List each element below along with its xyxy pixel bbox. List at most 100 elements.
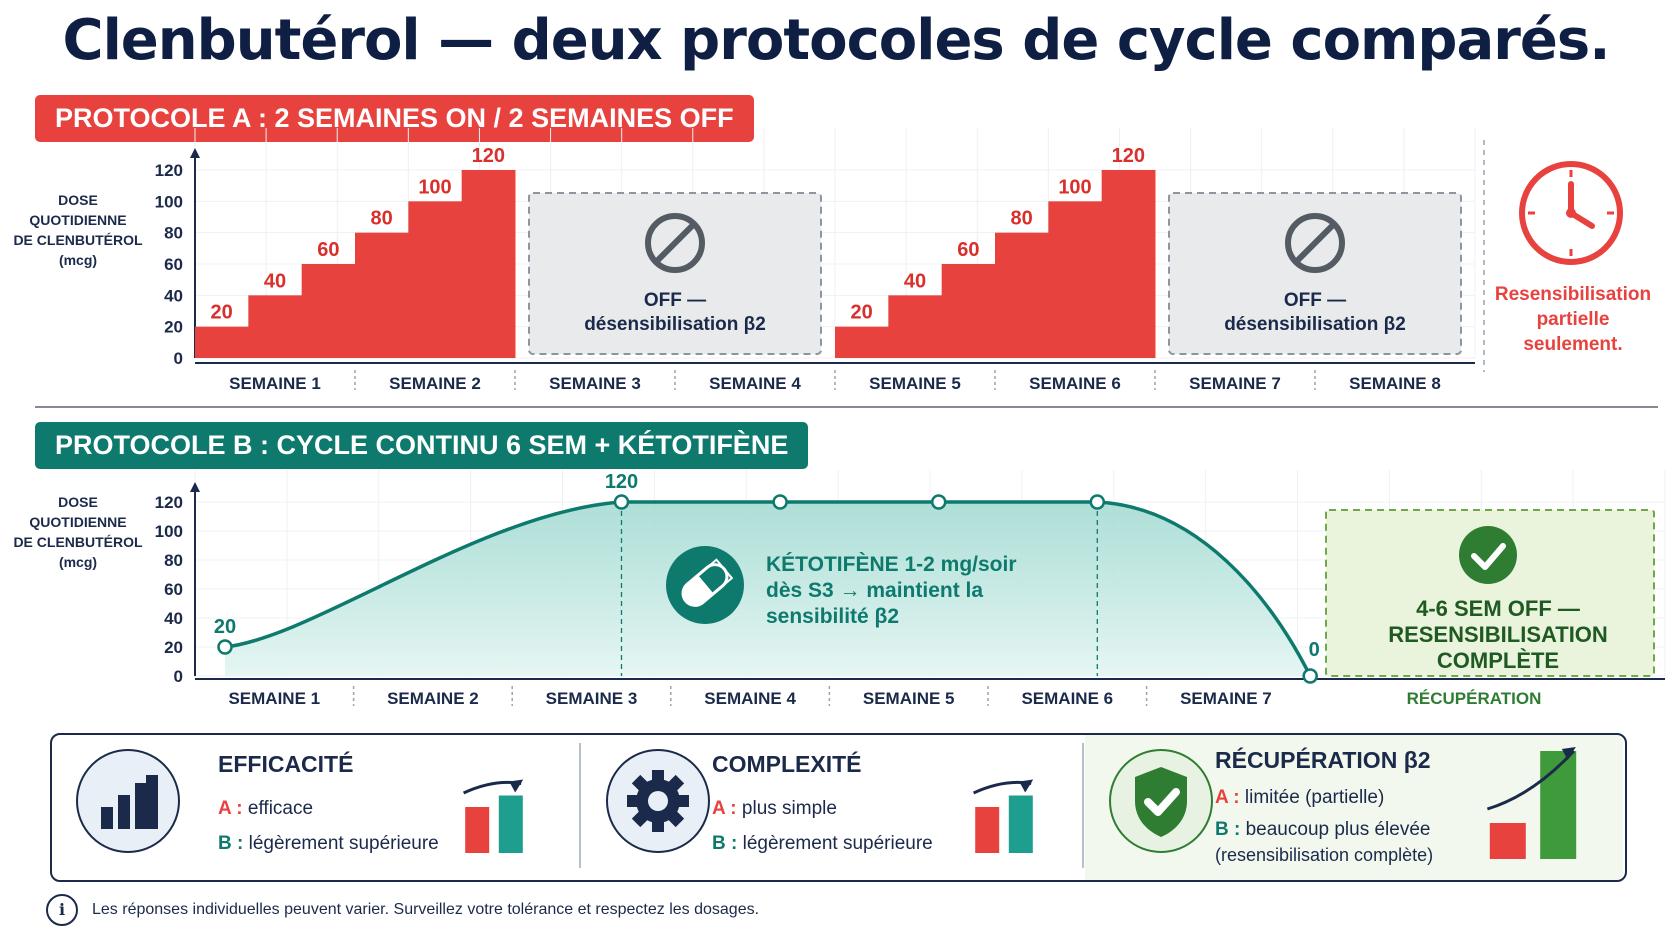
off-label: désensibilisation β2 — [584, 314, 766, 335]
dose-point — [772, 494, 788, 510]
x-tick-label: SEMAINE 5 — [869, 374, 961, 393]
dose-step — [355, 232, 409, 358]
dose-step — [995, 232, 1049, 358]
x-tick-label: SEMAINE 1 — [228, 689, 320, 708]
y-tick-label: 20 — [164, 318, 183, 337]
x-tick-label: SEMAINE 7 — [1180, 689, 1272, 708]
dose-label: 0 — [1309, 639, 1320, 661]
y-tick-label: 60 — [164, 580, 183, 599]
dose-label: 120 — [1112, 145, 1145, 167]
y-tick-label: 20 — [164, 638, 183, 657]
comparison-mini-chart — [1486, 747, 1577, 859]
divider — [579, 743, 581, 868]
y-tick-label: 120 — [155, 493, 183, 512]
prohibited-icon — [645, 213, 705, 273]
x-tick-label: SEMAINE 4 — [709, 374, 801, 393]
y-tick-label: 40 — [164, 286, 183, 305]
y-tick-label: 40 — [164, 609, 183, 628]
dose-label: 80 — [1011, 208, 1033, 230]
prohibited-icon — [1285, 213, 1345, 273]
dose-label: 100 — [1058, 176, 1091, 198]
x-tick-label: SEMAINE 6 — [1021, 689, 1113, 708]
x-tick-label: SEMAINE 2 — [389, 374, 481, 393]
trend-arrow-head — [1019, 779, 1034, 793]
dose-step — [941, 264, 996, 358]
resensitization-note: Resensibilisation partielle seulement. — [1494, 284, 1652, 355]
dose-step — [408, 201, 463, 358]
compare-bar-a — [1489, 823, 1526, 859]
footnote: i Les réponses individuelles peuvent vari… — [46, 894, 759, 926]
y-tick-label: 80 — [164, 551, 183, 570]
dose-label: 80 — [371, 208, 393, 230]
dose-step — [195, 326, 249, 358]
dose-area — [225, 502, 1311, 676]
dose-step — [248, 295, 303, 358]
recovery-note: RESENSIBILISATION — [1388, 622, 1608, 647]
x-tick-label: SEMAINE 6 — [1029, 374, 1121, 393]
dose-point — [930, 494, 947, 510]
summary-title: RÉCUPÉRATION β2 — [1215, 747, 1431, 773]
divider — [1082, 743, 1084, 868]
clock-icon — [1519, 161, 1623, 265]
compare-bar-b — [498, 795, 523, 853]
comparison-mini-chart — [972, 779, 1034, 853]
protocol-a-ylabel: DOSE QUOTIDIENNE DE CLENBUTÉROL (mcg) — [13, 192, 143, 268]
recovery-note: COMPLÈTE — [1437, 648, 1559, 673]
ketotifen-note: dès S3 → maintient la — [766, 579, 983, 602]
y-axis-arrow — [190, 148, 200, 158]
summary-title: COMPLEXITÉ — [712, 751, 862, 777]
y-tick-label: 0 — [174, 667, 183, 686]
dose-point — [1089, 494, 1106, 510]
y-tick-label: 120 — [155, 161, 183, 180]
dose-label: 20 — [211, 302, 233, 324]
protocol-a-banner: PROTOCOLE A : 2 SEMAINES ON / 2 SEMAINES… — [35, 95, 754, 142]
dose-step — [835, 326, 889, 358]
summary-complexite: COMPLEXITÉ A : plus simple B : légèremen… — [582, 735, 1082, 880]
dose-point — [613, 494, 630, 510]
dose-label: 40 — [904, 270, 926, 292]
dose-label: 20 — [851, 302, 873, 324]
dose-step — [461, 170, 516, 358]
recovery-box — [1325, 509, 1655, 677]
x-tick-label: SEMAINE 2 — [387, 689, 479, 708]
compare-bar-a — [975, 807, 1000, 853]
shield-check-icon — [1109, 749, 1213, 853]
compare-bar-b — [1008, 795, 1033, 853]
pill-icon — [666, 546, 744, 624]
dose-label: 120 — [472, 145, 505, 167]
y-tick-label: 60 — [164, 255, 183, 274]
y-tick-label: 0 — [174, 349, 183, 368]
check-circle-icon — [1459, 526, 1517, 584]
dose-point — [217, 639, 233, 655]
compare-bar-b — [1540, 751, 1577, 859]
dose-label: 100 — [418, 176, 451, 198]
comparison-mini-chart — [462, 779, 524, 853]
trend-arrow-head — [1561, 747, 1576, 760]
trend-arrow — [1486, 749, 1575, 811]
dose-label: 60 — [957, 239, 979, 261]
info-icon: i — [46, 894, 78, 926]
off-label: OFF — — [1284, 290, 1346, 311]
dose-point — [1302, 668, 1318, 684]
off-label: OFF — — [644, 290, 706, 311]
bar-chart-icon — [76, 749, 180, 853]
gear-icon — [606, 749, 710, 853]
trend-arrow-head — [509, 779, 524, 793]
summary-title: EFFICACITÉ — [218, 751, 354, 777]
summary-recuperation: RÉCUPÉRATION β2 A : limitée (partielle) … — [1085, 735, 1623, 880]
dose-label: 40 — [264, 270, 286, 292]
dose-step — [1101, 170, 1156, 358]
protocol-b-ylabel: DOSE QUOTIDIENNE DE CLENBUTÉROL (mcg) — [13, 494, 143, 570]
ketotifen-note: KÉTOTIFÈNE 1-2 mg/soir — [766, 553, 1017, 576]
charts-svg: 0 20 40 60 80 100 120 SEMAINE 1 SEMAINE 2 SEMAINE… — [35, 128, 1666, 708]
recovery-note: 4-6 SEM OFF — — [1416, 596, 1580, 621]
y-tick-label: 100 — [155, 192, 183, 211]
summary-efficacite: EFFICACITÉ A : efficace B : légèrement s… — [52, 735, 572, 880]
off-label: désensibilisation β2 — [1224, 314, 1406, 335]
x-tick-label: SEMAINE 4 — [704, 689, 796, 708]
y-axis-arrow — [190, 482, 200, 492]
x-tick-label: SEMAINE 3 — [546, 689, 638, 708]
summary-panel: EFFICACITÉ A : efficace B : légèrement s… — [50, 733, 1627, 882]
off-period-box — [528, 192, 822, 355]
dose-step — [1048, 201, 1103, 358]
